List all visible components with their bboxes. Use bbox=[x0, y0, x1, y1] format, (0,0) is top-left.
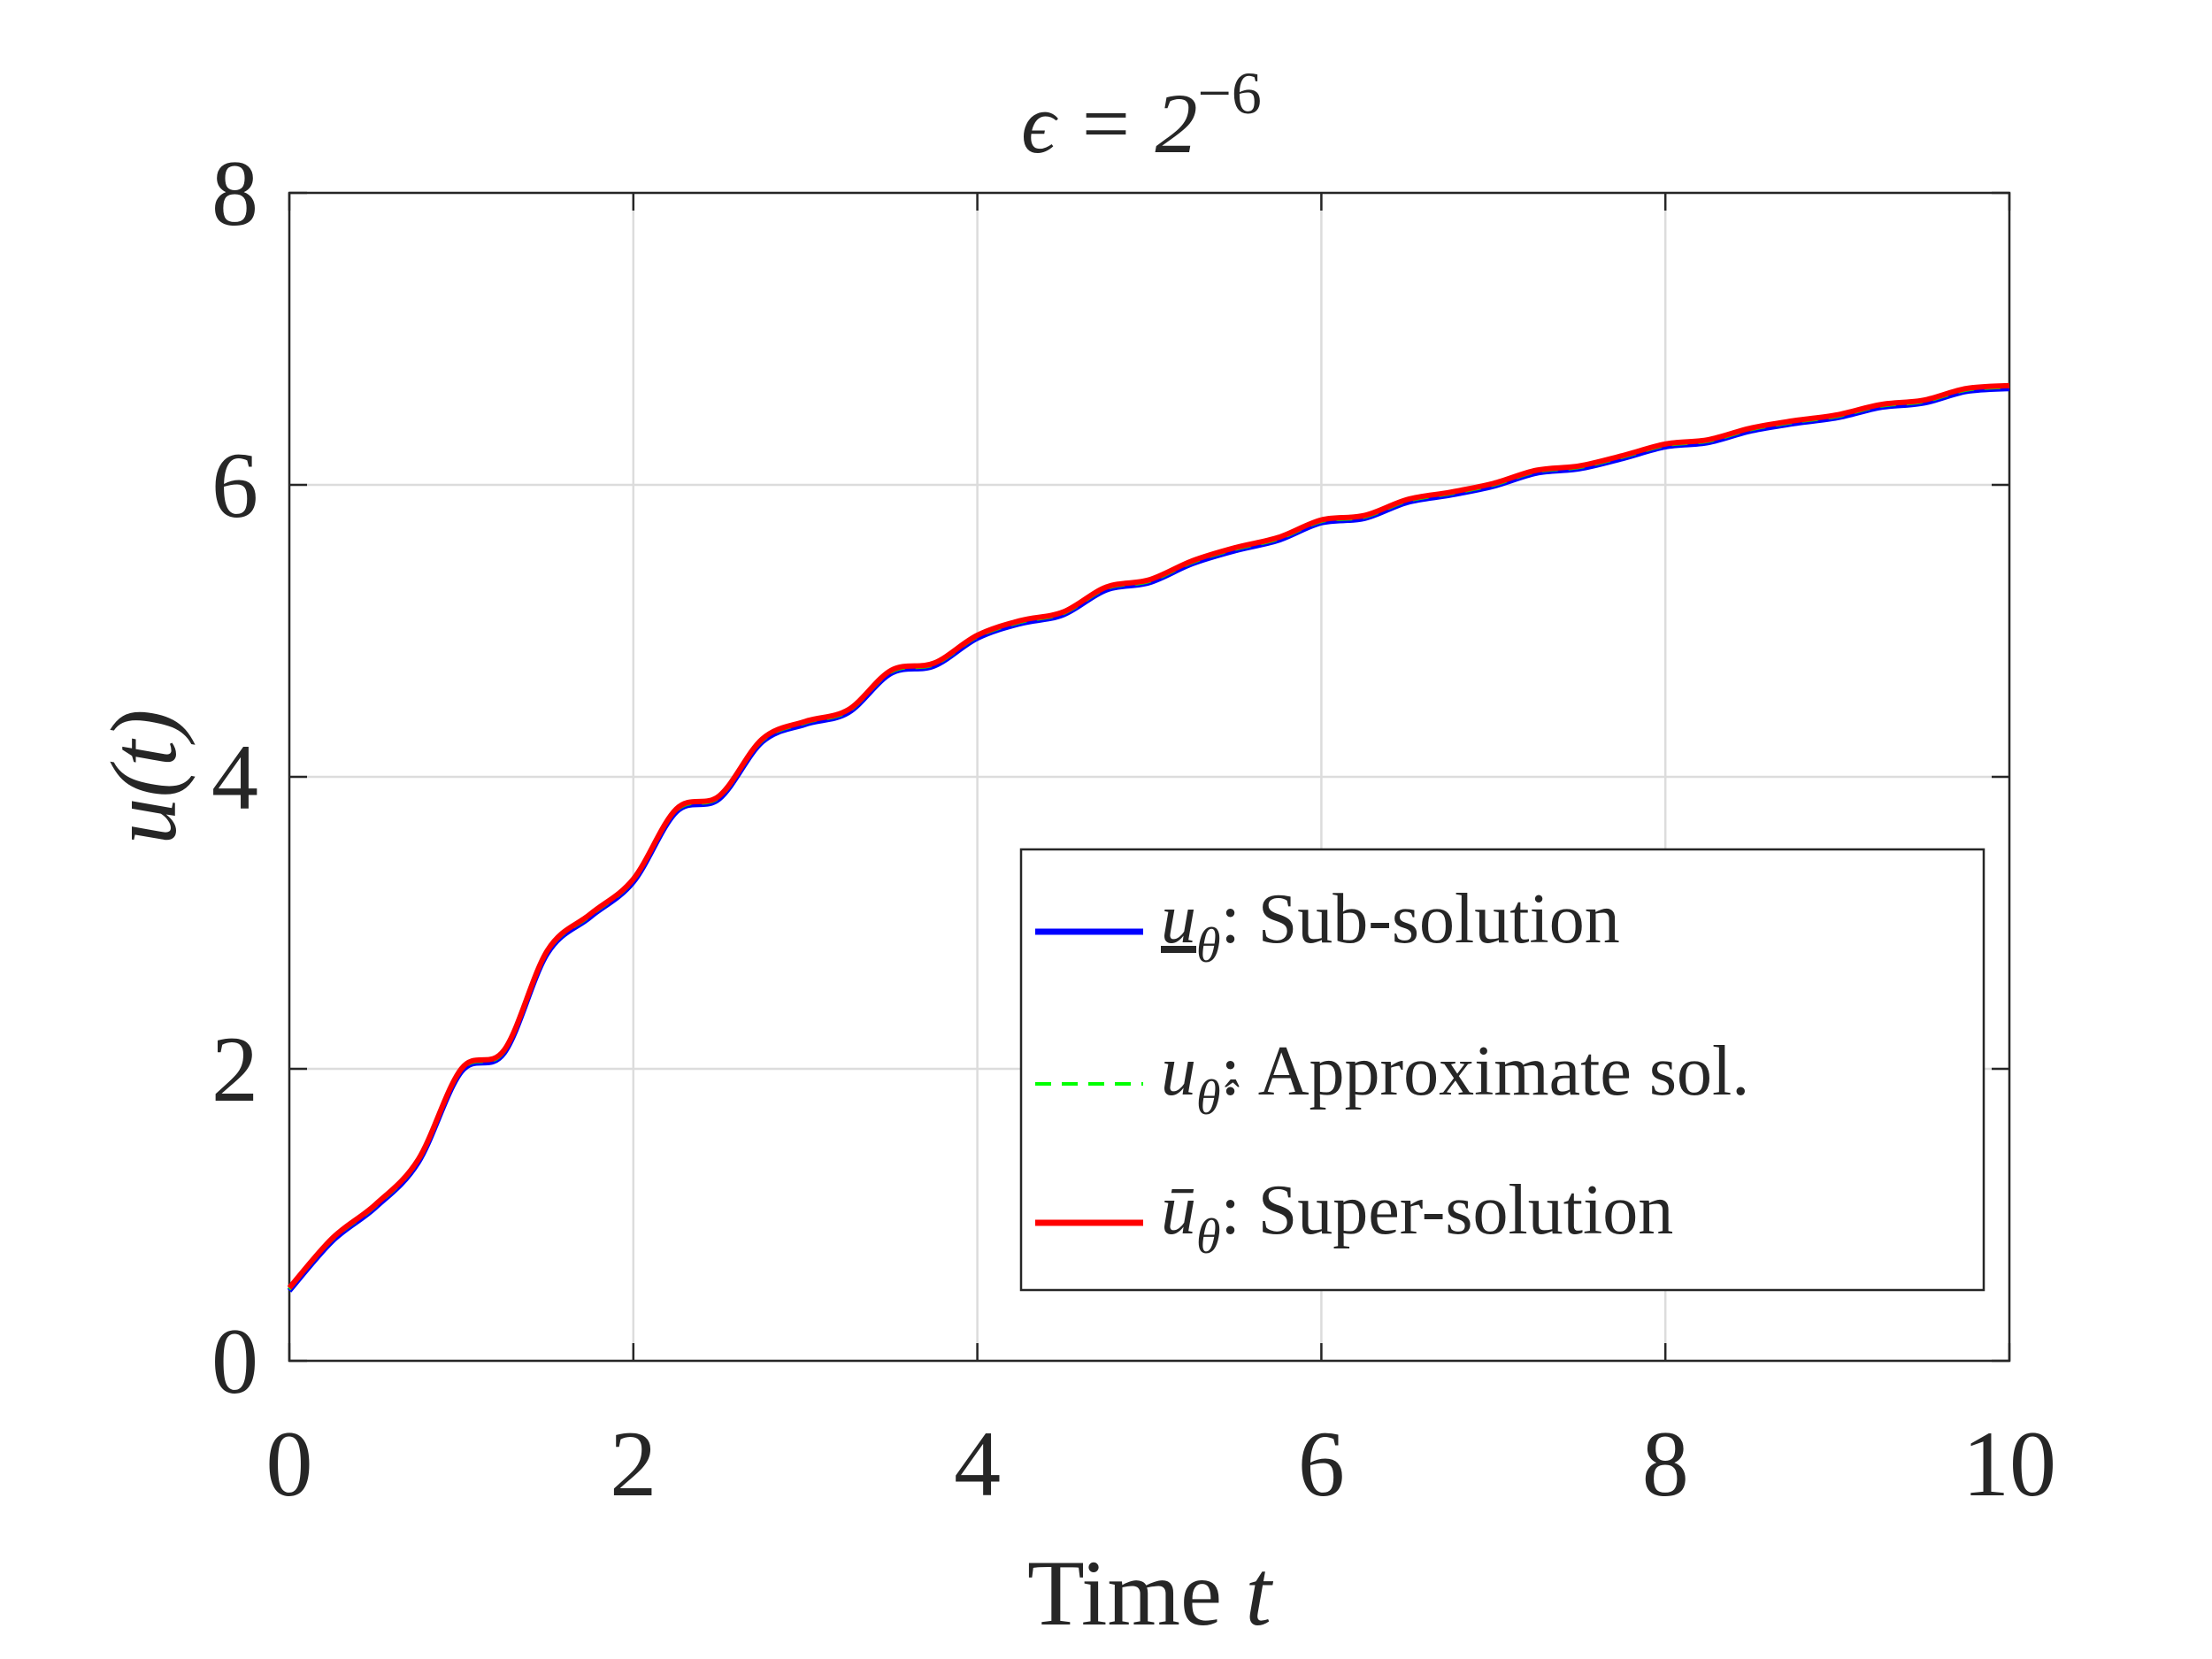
y-tick-label: 4 bbox=[211, 726, 258, 829]
chart-title-exponent: −6 bbox=[1198, 59, 1262, 127]
legend: uθ: Sub-solution uθ̂: Approximate sol. ū… bbox=[1019, 848, 1985, 1292]
x-axis-label-var: t bbox=[1246, 1541, 1274, 1645]
legend-text-approximate: : Approximate sol. bbox=[1221, 1033, 1750, 1110]
y-axis-label: u(t) bbox=[92, 709, 196, 844]
x-tick-label: 4 bbox=[954, 1412, 1001, 1516]
x-tick-label: 0 bbox=[266, 1412, 313, 1516]
legend-var-sub-solution: u bbox=[1161, 880, 1196, 958]
plot-area-frame bbox=[288, 191, 2011, 1363]
y-tick-label: 2 bbox=[211, 1018, 258, 1121]
legend-text-super-solution: : Super-solution bbox=[1221, 1171, 1674, 1249]
x-tick-label: 6 bbox=[1298, 1412, 1345, 1516]
x-tick-label: 8 bbox=[1642, 1412, 1689, 1516]
y-tick-label: 0 bbox=[211, 1310, 258, 1413]
x-tick-labels: 0 2 4 6 8 10 bbox=[266, 1412, 2057, 1516]
x-tick-label: 2 bbox=[610, 1412, 657, 1516]
series-lines bbox=[287, 382, 2010, 1293]
legend-label-super-solution: ūθ: Super-solution bbox=[1161, 1171, 1673, 1264]
x-axis-label: Time t bbox=[1027, 1541, 1273, 1645]
legend-label-approximate: uθ̂: Approximate sol. bbox=[1161, 1033, 1749, 1125]
legend-box bbox=[1019, 848, 1985, 1292]
legend-sub-sub-solution: θ bbox=[1196, 918, 1221, 973]
legend-var-approximate: u bbox=[1161, 1033, 1196, 1110]
y-tick-labels: 0 2 4 6 8 bbox=[211, 142, 258, 1413]
legend-sub-super-solution: θ bbox=[1196, 1210, 1221, 1264]
chart-title-base: ϵ = 2 bbox=[1021, 76, 1197, 171]
y-tick-label: 8 bbox=[211, 142, 258, 245]
legend-var-super-solution: ū bbox=[1161, 1171, 1196, 1249]
legend-text-sub-solution: : Sub-solution bbox=[1221, 880, 1620, 958]
series-super-solution bbox=[287, 382, 2010, 1290]
y-tick-label: 6 bbox=[211, 434, 258, 537]
x-tick-label: 10 bbox=[1962, 1412, 2056, 1516]
x-axis-label-text: Time bbox=[1027, 1541, 1245, 1645]
chart-title: ϵ = 2−6 bbox=[1021, 59, 1262, 171]
legend-label-sub-solution: uθ: Sub-solution bbox=[1161, 880, 1620, 973]
